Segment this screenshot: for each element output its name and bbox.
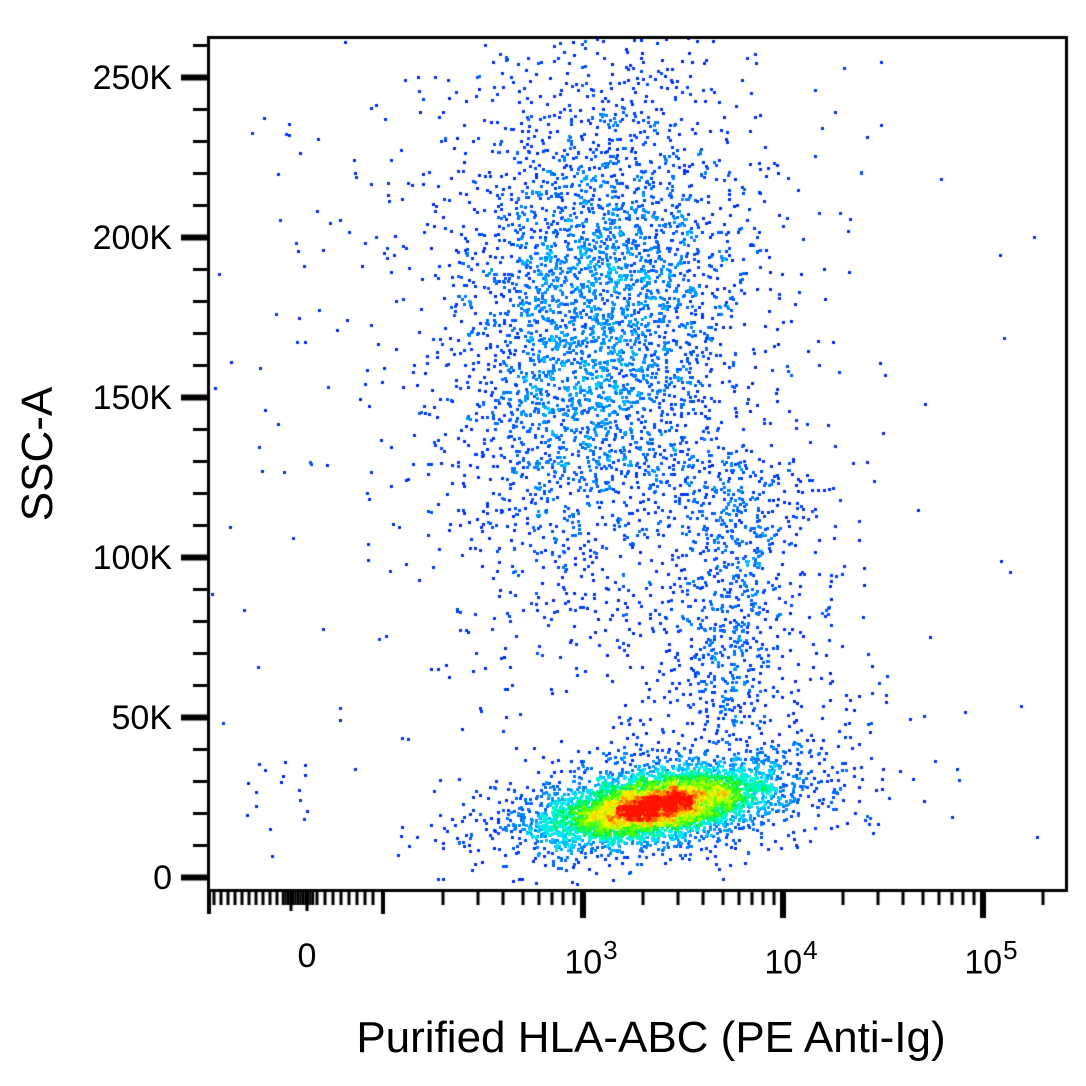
y-tick-label-250k: 250K — [92, 58, 172, 97]
x-tick-label-10e3: 103 — [521, 932, 661, 982]
x-tick-base: 10 — [764, 943, 803, 982]
x-axis-title: Purified HLA-ABC (PE Anti-Ig) — [356, 1013, 946, 1062]
x-tick-label-10e4: 104 — [721, 932, 861, 982]
x-tick-base: 10 — [564, 943, 603, 982]
x-tick-label-10e5: 105 — [921, 932, 1061, 982]
y-tick-label-200k: 200K — [92, 218, 172, 257]
y-tick-label-100k: 100K — [92, 538, 172, 577]
y-tick-label-150k: 150K — [92, 378, 172, 417]
y-tick-label-50k: 50K — [111, 698, 173, 737]
x-tick-exponent: 3 — [603, 935, 618, 965]
x-tick-base: 10 — [964, 943, 1003, 982]
x-tick-exponent: 5 — [1003, 935, 1018, 965]
x-tick-label-0: 0 — [297, 937, 317, 975]
x-tick-exponent: 4 — [803, 935, 818, 965]
y-tick-label-0: 0 — [153, 858, 172, 897]
